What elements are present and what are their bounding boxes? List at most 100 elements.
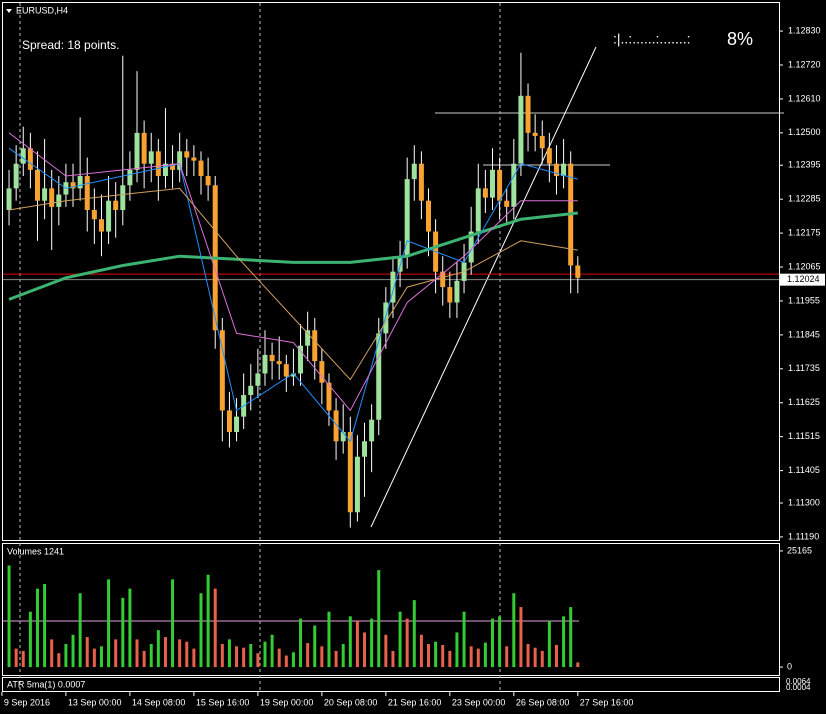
candle-body bbox=[497, 169, 503, 201]
atr-tick: 0.0064 bbox=[786, 677, 811, 686]
candle-body bbox=[84, 176, 90, 210]
menu-arrow bbox=[6, 9, 12, 13]
candle-body bbox=[170, 163, 176, 170]
symbol-title: EURUSD,H4 bbox=[16, 5, 68, 15]
candle-body bbox=[106, 200, 112, 232]
candle-body bbox=[184, 151, 190, 158]
candle-body bbox=[383, 302, 389, 334]
candle-body bbox=[440, 271, 446, 288]
candle-body bbox=[376, 333, 382, 420]
trend-line bbox=[370, 46, 597, 528]
candle-body bbox=[475, 188, 481, 232]
y-tick-label: 1.12500 bbox=[788, 127, 821, 137]
x-tick-label: 26 Sep 08:00 bbox=[516, 697, 570, 707]
candle-body bbox=[219, 330, 225, 411]
candle-body bbox=[362, 441, 368, 457]
x-tick-label: 15 Sep 16:00 bbox=[196, 697, 250, 707]
candle-body bbox=[326, 382, 332, 411]
candle-body bbox=[127, 169, 133, 186]
candle-body bbox=[255, 373, 261, 386]
y-tick-label: 1.12065 bbox=[788, 261, 821, 271]
candle-body bbox=[390, 271, 396, 303]
candle-body bbox=[561, 163, 567, 177]
candle-body bbox=[262, 354, 268, 374]
x-tick-label: 23 Sep 00:00 bbox=[452, 697, 506, 707]
candle-body bbox=[354, 456, 360, 513]
x-tick-label: 19 Sep 00:00 bbox=[260, 697, 314, 707]
x-tick-label: 13 Sep 00:00 bbox=[68, 697, 122, 707]
candle-body bbox=[532, 132, 538, 136]
y-tick-label: 1.11190 bbox=[788, 531, 819, 541]
moving-average bbox=[8, 187, 578, 381]
candle-body bbox=[141, 132, 147, 164]
x-tick-label: 14 Sep 08:00 bbox=[132, 697, 186, 707]
candle-body bbox=[113, 200, 119, 210]
candle-body bbox=[77, 176, 83, 189]
candle-body bbox=[298, 345, 304, 374]
volume-tick-label: 0 bbox=[787, 661, 792, 671]
candle-body bbox=[347, 432, 353, 513]
candle-body bbox=[234, 416, 240, 433]
candle-body bbox=[575, 265, 581, 278]
candle-body bbox=[177, 151, 183, 170]
candle-body bbox=[397, 256, 403, 272]
main-frame bbox=[2, 2, 780, 541]
y-tick-label: 1.11405 bbox=[788, 465, 820, 475]
moving-average bbox=[8, 147, 578, 443]
volume-frame bbox=[2, 543, 780, 676]
candle-body bbox=[539, 135, 545, 149]
candle-body bbox=[525, 95, 531, 133]
candle-body bbox=[134, 132, 140, 170]
candle-body bbox=[91, 209, 97, 220]
candle-body bbox=[546, 148, 552, 164]
volume-title: Volumes 1241 bbox=[7, 546, 64, 556]
candle-body bbox=[333, 410, 339, 442]
plot bbox=[3, 52, 779, 668]
candle-body bbox=[319, 361, 325, 383]
candle-body bbox=[34, 169, 40, 201]
candle-body bbox=[191, 157, 197, 161]
candle-body bbox=[404, 179, 410, 257]
candle-body bbox=[148, 151, 154, 164]
candle-body bbox=[269, 354, 275, 362]
candle-body bbox=[56, 194, 62, 207]
candle-body bbox=[504, 200, 510, 207]
candle-body bbox=[42, 188, 48, 201]
atr-frame bbox=[2, 677, 780, 692]
x-tick-label: 20 Sep 08:00 bbox=[324, 697, 378, 707]
candle-body bbox=[13, 163, 19, 189]
y-tick-label: 1.11300 bbox=[788, 497, 820, 507]
candle-body bbox=[205, 176, 211, 186]
indicator-value: 8% bbox=[727, 29, 753, 49]
x-tick-label: 21 Sep 16:00 bbox=[388, 697, 442, 707]
candle-body bbox=[20, 148, 26, 164]
candle-body bbox=[426, 200, 432, 232]
y-tick-label: 1.11515 bbox=[788, 431, 820, 441]
candle-body bbox=[468, 231, 474, 263]
y-tick-label: 1.11735 bbox=[788, 363, 820, 373]
x-tick-label: 9 Sep 2016 bbox=[4, 697, 50, 707]
bid-label: 1.12024 bbox=[787, 274, 820, 284]
candle-body bbox=[120, 185, 126, 210]
y-tick-label: 1.11955 bbox=[788, 295, 820, 305]
y-tick-label: 1.12610 bbox=[788, 93, 821, 103]
candle-body bbox=[418, 163, 424, 201]
period-separators bbox=[19, 3, 501, 692]
candle-body bbox=[447, 287, 453, 303]
candle-body bbox=[411, 163, 417, 180]
y-tick-label: 1.12830 bbox=[788, 25, 821, 35]
y-tick-label: 1.11845 bbox=[788, 329, 820, 339]
candle-body bbox=[454, 280, 460, 303]
candle-body bbox=[49, 188, 55, 207]
candle-body bbox=[70, 182, 76, 189]
atr-tick: 0.0004 bbox=[786, 683, 811, 692]
candle-body bbox=[283, 364, 289, 377]
y-tick-label: 1.12285 bbox=[788, 194, 821, 204]
indicator-dots: :|..:......:.......: bbox=[613, 31, 691, 47]
spread: Spread: 18 points. bbox=[22, 38, 119, 52]
candle-body bbox=[198, 160, 204, 177]
